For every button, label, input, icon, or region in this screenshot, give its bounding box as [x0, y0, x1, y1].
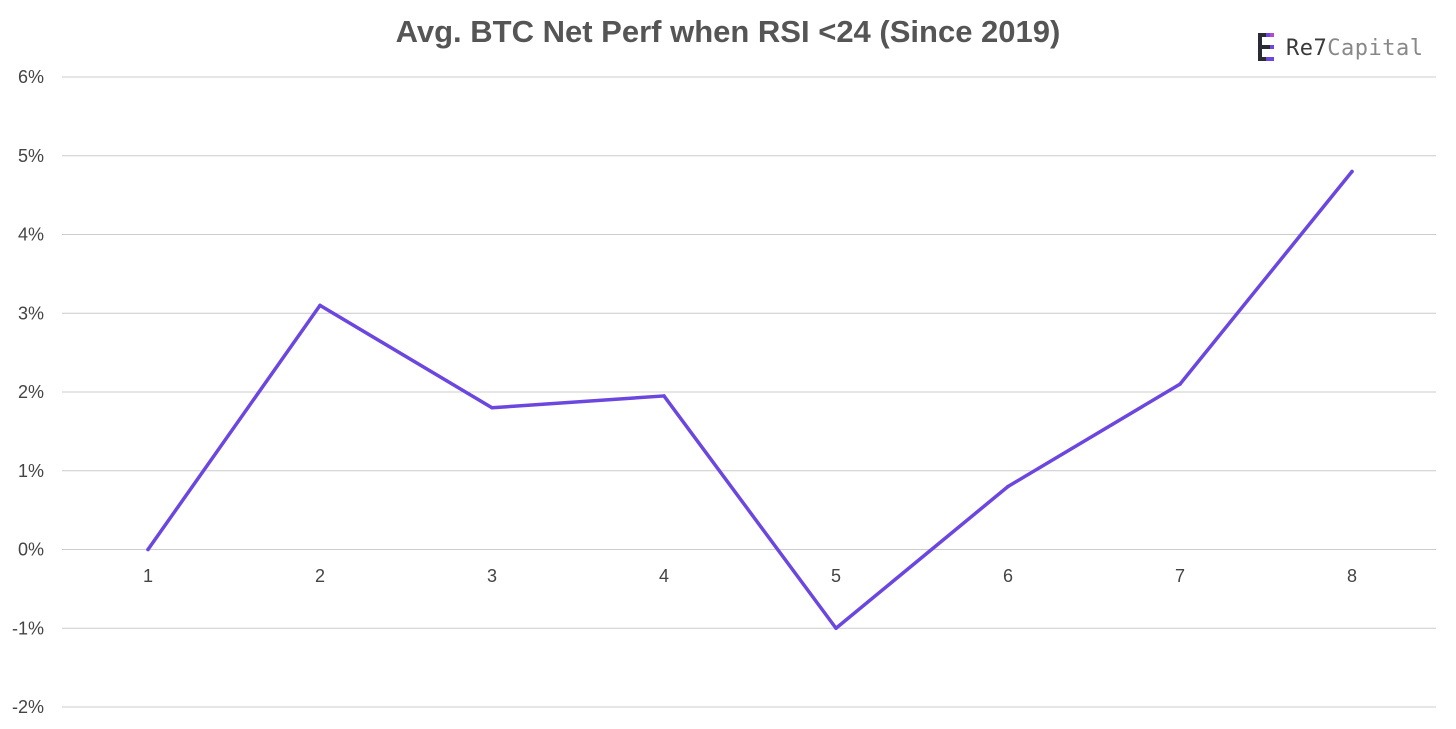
logo-brand-light: Capital: [1327, 35, 1424, 61]
x-tick-label: 8: [1347, 566, 1357, 586]
data-point: [1350, 169, 1354, 174]
data-point: [318, 303, 322, 308]
y-tick-label: 2%: [18, 382, 44, 402]
data-point: [1006, 484, 1010, 489]
chart-title: Avg. BTC Net Perf when RSI <24 (Since 20…: [395, 14, 1061, 49]
x-tick-label: 2: [315, 566, 325, 586]
data-point: [834, 626, 838, 630]
y-tick-label: 4%: [18, 225, 44, 245]
logo-brand-bold: Re7: [1286, 35, 1328, 61]
x-axis-tick-labels: 1 2 3 4 5 6 7 8: [143, 566, 1357, 586]
y-tick-label: 3%: [18, 303, 44, 323]
y-tick-label: -2%: [12, 697, 44, 717]
y-axis-tick-labels: 6% 5% 4% 3% 2% 1% 0% -1% -2%: [12, 67, 44, 717]
x-tick-label: 3: [487, 566, 497, 586]
x-tick-label: 4: [659, 566, 669, 586]
re7-capital-logo: Re7Capital: [1258, 32, 1423, 64]
y-tick-label: -1%: [12, 618, 44, 638]
data-point: [490, 406, 494, 410]
logo-text: Re7Capital: [1286, 36, 1423, 61]
grid-lines: [62, 76, 1436, 708]
series-line: [146, 169, 1354, 630]
data-point: [662, 394, 666, 398]
y-tick-label: 1%: [18, 461, 44, 481]
x-tick-label: 7: [1175, 566, 1185, 586]
y-tick-label: 5%: [18, 146, 44, 166]
series-lines: [146, 169, 1354, 630]
x-tick-label: 1: [143, 566, 153, 586]
data-point: [1178, 382, 1182, 386]
y-tick-label: 6%: [18, 67, 44, 87]
data-point: [146, 547, 150, 552]
re7-logo-icon: [1258, 33, 1274, 61]
y-tick-label: 0%: [18, 540, 44, 560]
x-tick-label: 6: [1003, 566, 1013, 586]
x-tick-label: 5: [831, 566, 841, 586]
